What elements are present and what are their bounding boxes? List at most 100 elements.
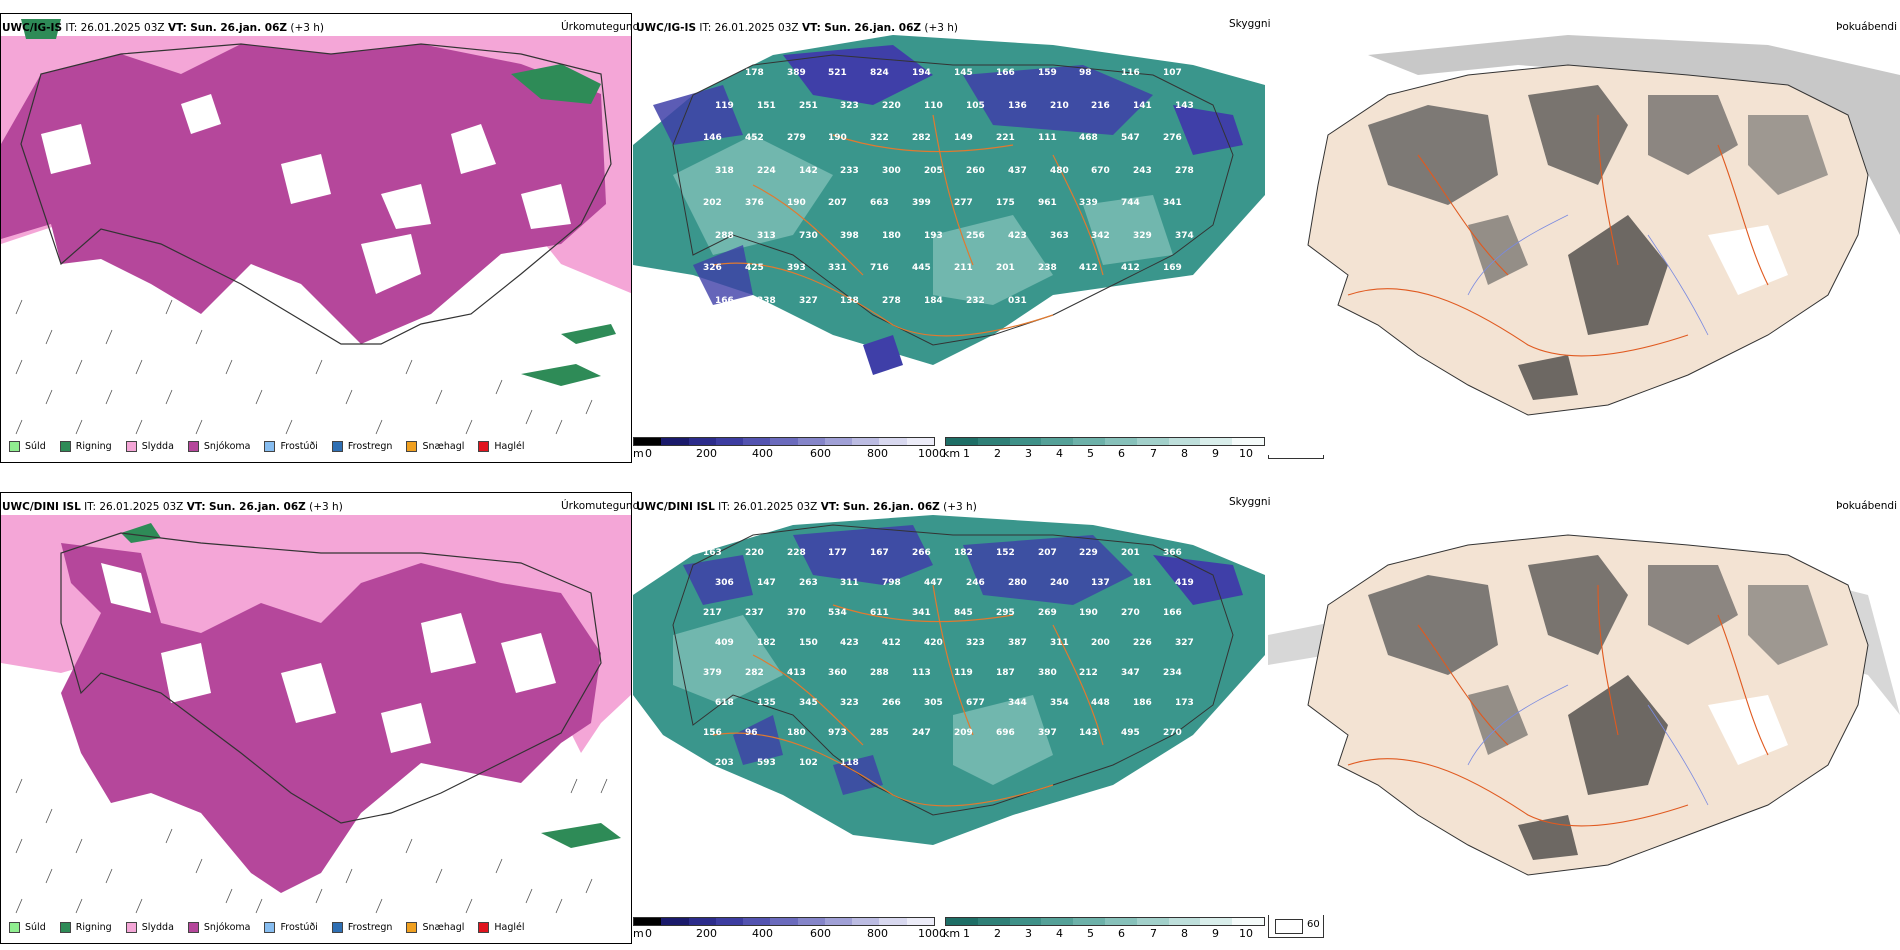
cloud-base-value: 338	[757, 296, 776, 306]
cloudbase-tick: 0	[645, 927, 652, 940]
cloud-base-value: 226	[1133, 638, 1152, 648]
init-time: IT: 26.01.2025 03Z	[718, 501, 818, 513]
lead-time: (+3 h)	[290, 22, 325, 34]
cloud-base-value: 105	[966, 101, 985, 111]
cloud-base-value: 113	[912, 668, 931, 678]
cloud-base-value: 119	[954, 668, 973, 678]
cloud-base-value: 322	[870, 133, 889, 143]
cloud-base-value: 326	[703, 263, 722, 273]
cloud-base-value: 445	[912, 263, 931, 273]
cloud-base-value: 329	[1133, 231, 1152, 241]
cloud-base-value: 182	[954, 548, 973, 558]
legend-swatch	[9, 441, 20, 452]
cloud-base-value: 278	[1175, 166, 1194, 176]
cloud-base-value: 169	[1163, 263, 1182, 273]
precip-panel-row1: Súld Rigning Slydda Snjókoma Frostúði Fr…	[0, 13, 632, 463]
cloud-base-value: 389	[787, 68, 806, 78]
cloud-base-value: 173	[1175, 698, 1194, 708]
cloud-base-value: 327	[799, 296, 818, 306]
visibility-tick: 4	[1056, 447, 1063, 460]
legend-item: Haglél	[478, 441, 525, 452]
cloud-base-value: 142	[799, 166, 818, 176]
visibility-tick: 3	[1025, 447, 1032, 460]
precip-header-row2: UWC/DINI ISL IT: 26.01.2025 03Z VT: Sun.…	[2, 501, 343, 513]
legend-swatch	[187, 922, 199, 933]
cloudbase-tick: 400	[752, 447, 773, 460]
legend-label: Snæhagl	[422, 441, 465, 452]
cloud-base-labels: 150 178 389 521 824 194 145 166 159 98 116 107 119 15…	[703, 68, 1194, 306]
legend-swatch	[59, 922, 71, 933]
cloud-base-value: 663	[870, 198, 889, 208]
cloud-base-value: 210	[1050, 101, 1069, 111]
precip-header-row1: UWC/IG-IS IT: 26.01.2025 03Z VT: Sun. 26…	[2, 22, 324, 34]
fog-swatch-light	[1275, 919, 1303, 934]
cloud-base-value: 423	[840, 638, 859, 648]
init-time: IT: 26.01.2025 03Z	[65, 22, 165, 34]
model-name: UWC/DINI ISL	[636, 501, 715, 513]
cloud-base-value: 201	[996, 263, 1015, 273]
model-name: UWC/IG-IS	[2, 22, 63, 34]
precip-map-row2	[1, 493, 631, 943]
cloud-base-value: 311	[1050, 638, 1069, 648]
legend-item: Súld	[9, 441, 46, 452]
cloud-base-value: 220	[745, 548, 764, 558]
cloud-title-row1: Skyggni	[1229, 18, 1271, 30]
legend-item: Snæhagl	[406, 922, 464, 933]
cloud-base-value: 339	[1079, 198, 1098, 208]
cloud-base-value: 534	[828, 608, 847, 618]
cloud-base-value: 136	[1008, 101, 1027, 111]
cloud-base-value: 341	[1163, 198, 1182, 208]
cloud-base-value: 190	[828, 133, 847, 143]
visibility-tick: 7	[1150, 927, 1157, 940]
cloud-base-value: 285	[870, 728, 889, 738]
cloud-base-value: 342	[1091, 231, 1110, 241]
legend-swatch	[264, 922, 276, 933]
fog-title-row2: Þokuábendi	[1836, 500, 1897, 512]
cloud-base-value: 118	[840, 758, 859, 768]
cloud-base-value: 143	[1175, 101, 1194, 111]
cloud-base-value: 696	[996, 728, 1015, 738]
cloudbase-tick: 400	[752, 927, 773, 940]
cloudbase-colorbar-row2	[633, 917, 935, 926]
cloud-base-value: 167	[870, 548, 889, 558]
legend-swatch	[264, 441, 276, 452]
cloud-base-value: 203	[715, 758, 734, 768]
cloud-header-row2: UWC/DINI ISL IT: 26.01.2025 03Z VT: Sun.…	[636, 501, 977, 513]
visibility-tick: 2	[994, 927, 1001, 940]
cloud-base-value: 138	[840, 296, 859, 306]
cloud-base-value: 193	[924, 231, 943, 241]
precip-title-row1: Úrkomutegund	[561, 21, 640, 33]
fog-map-row2	[1268, 515, 1900, 915]
cloud-base-value: 425	[745, 263, 764, 273]
legend-label: Haglél	[494, 441, 525, 452]
cloud-base-value: 98	[1079, 68, 1092, 78]
cloud-base-value: 363	[1050, 231, 1069, 241]
fog-panel-row2	[1268, 515, 1900, 915]
cloud-base-value: 345	[799, 698, 818, 708]
cloud-base-value: 246	[966, 578, 985, 588]
legend-item: Snjókoma	[187, 922, 250, 933]
precip-panel-row2: Súld Rigning Slydda Snjókoma Frostúði Fr…	[0, 492, 632, 944]
cloud-base-value: 677	[966, 698, 985, 708]
precip-type-legend-row1: Súld Rigning Slydda Snjókoma Frostúði Fr…	[9, 441, 539, 452]
cloud-base-value: 398	[840, 231, 859, 241]
cloud-base-value: 278	[882, 296, 901, 306]
cloud-base-value: 354	[1050, 698, 1069, 708]
cloud-base-value: 397	[1038, 728, 1057, 738]
cloud-base-value: 256	[966, 231, 985, 241]
visibility-ticks-row1: km 1 2 3 4 5 6 7 8 9 10	[943, 447, 1265, 461]
cloud-base-value: 824	[870, 68, 889, 78]
cloudbase-tick: 0	[645, 447, 652, 460]
legend-swatch	[478, 922, 490, 933]
cloud-base-value: 376	[745, 198, 764, 208]
cloud-base-value: 149	[954, 133, 973, 143]
cloud-base-value: 233	[840, 166, 859, 176]
cloud-base-value: 201	[1121, 548, 1140, 558]
cloud-base-value: 146	[703, 133, 722, 143]
cloud-base-value: 716	[870, 263, 889, 273]
legend-swatch	[478, 441, 490, 452]
visibility-ticks-row2: km 1 2 3 4 5 6 7 8 9 10	[943, 927, 1265, 941]
visibility-tick: 9	[1212, 447, 1219, 460]
cloud-base-value: 229	[1079, 548, 1098, 558]
cloud-base-value: 399	[912, 198, 931, 208]
